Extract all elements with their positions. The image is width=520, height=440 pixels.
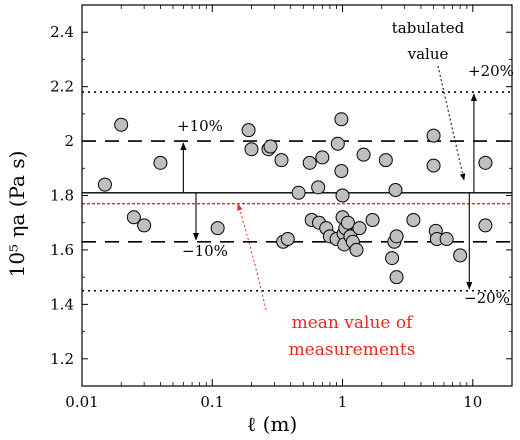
- mean-label-line2: measurements: [289, 340, 416, 360]
- data-point: [114, 117, 129, 132]
- y-tick-label: 1.4: [50, 295, 74, 313]
- data-point: [330, 136, 345, 151]
- mean-pointer: [237, 203, 267, 311]
- y-tick-label: 2: [64, 132, 74, 150]
- y-tick-label: 1.8: [50, 187, 74, 205]
- data-point: [453, 248, 468, 263]
- data-point: [378, 153, 393, 168]
- data-point: [334, 112, 349, 127]
- data-point: [388, 183, 403, 198]
- mean-label-line1: mean value of: [292, 313, 414, 333]
- data-point: [335, 188, 350, 203]
- data-point: [97, 177, 112, 192]
- plus10-label: +10%: [177, 117, 223, 135]
- y-tick-label: 1.6: [50, 241, 74, 259]
- minus20-label: −20%: [464, 289, 510, 307]
- data-point: [334, 164, 349, 179]
- data-point: [244, 142, 259, 157]
- data-points: [97, 112, 493, 285]
- data-point: [153, 155, 168, 170]
- x-tick-label: 10: [463, 393, 482, 411]
- data-point: [340, 215, 355, 230]
- minus10-label: −10%: [182, 242, 228, 260]
- x-tick-label: 1: [338, 393, 348, 411]
- tabulated-pointer: [437, 65, 466, 181]
- x-tick-label: 0.1: [200, 393, 224, 411]
- x-axis-label: ℓ (m): [247, 412, 298, 436]
- data-point: [263, 139, 278, 154]
- plus20-label: +20%: [468, 62, 514, 80]
- y-tick-label: 2.2: [50, 78, 74, 96]
- data-point: [274, 153, 289, 168]
- data-point: [352, 221, 367, 236]
- x-tick-label: 0.01: [65, 393, 98, 411]
- data-point: [311, 180, 326, 195]
- data-point: [291, 185, 306, 200]
- data-point: [210, 221, 225, 236]
- data-point: [385, 251, 400, 266]
- data-point: [241, 123, 256, 138]
- data-point: [389, 229, 404, 244]
- data-point: [126, 210, 141, 225]
- data-point: [439, 232, 454, 247]
- data-point: [137, 218, 152, 233]
- data-point: [315, 150, 330, 165]
- data-point: [302, 155, 317, 170]
- data-point: [478, 155, 493, 170]
- data-point: [478, 218, 493, 233]
- tabulated-label-line1: tabulated: [392, 19, 465, 37]
- data-point: [280, 232, 295, 247]
- y-tick-label: 2.4: [50, 23, 74, 41]
- data-point: [365, 212, 380, 227]
- data-point: [389, 270, 404, 285]
- axis-ticks: 1.2 1.4 1.6 1.8 2 2.2 2.4 0.01 0.1 1 10: [50, 5, 513, 411]
- percent-arrows: [180, 65, 477, 311]
- y-tick-label: 1.2: [50, 350, 74, 368]
- y-axis-label: 10⁵ ηa (Pa s): [5, 151, 29, 278]
- data-point: [426, 158, 441, 173]
- data-point: [406, 212, 421, 227]
- data-point: [426, 128, 441, 143]
- data-point: [356, 147, 371, 162]
- data-point: [349, 242, 364, 257]
- tabulated-label-line2: value: [407, 45, 449, 63]
